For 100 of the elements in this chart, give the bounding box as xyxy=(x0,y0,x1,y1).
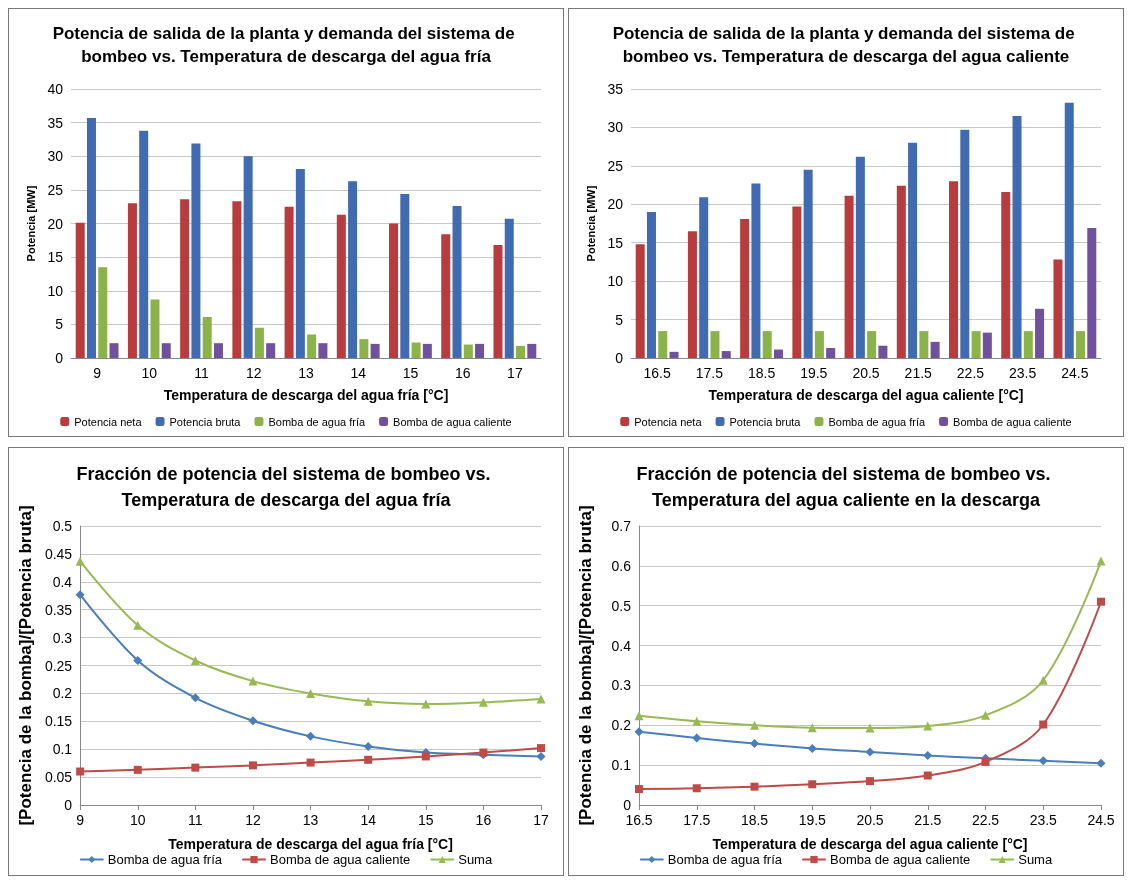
bar xyxy=(762,331,772,358)
bar xyxy=(669,351,679,358)
bar xyxy=(740,218,750,358)
y-tick-label: 5 xyxy=(55,316,64,333)
point xyxy=(634,727,644,737)
chart-title: Fracción de potencia del sistema de bombeo vs. Temperatura del agua caliente en la descarga xyxy=(636,464,1056,510)
y-tick-label: 10 xyxy=(607,273,624,290)
bar xyxy=(814,331,824,358)
y-tick-label: 15 xyxy=(47,249,64,266)
point xyxy=(981,757,990,766)
x-tick-label: 21.5 xyxy=(904,365,933,381)
bar xyxy=(516,345,526,358)
y-tick-label: 15 xyxy=(607,234,624,251)
point xyxy=(981,710,990,720)
point xyxy=(133,765,142,774)
x-tick-label: 14 xyxy=(350,365,367,381)
bar xyxy=(504,218,514,358)
bar xyxy=(139,130,149,358)
chart-title: Potencia de salida de la planta y demanda del sistema de bombeo vs. Temperatura de descarga del agua caliente xyxy=(612,24,1080,66)
point xyxy=(750,782,759,791)
bar xyxy=(878,345,888,358)
point xyxy=(1039,720,1048,729)
legend-label: Potencia bruta xyxy=(169,415,242,428)
point xyxy=(865,723,875,733)
bar xyxy=(191,143,201,358)
bar xyxy=(908,142,918,358)
x-tick-label: 14 xyxy=(360,812,377,828)
x-tick-label: 17 xyxy=(507,365,523,381)
y-axis-title: [Potencia de la bomba]/[Potencia bruta] xyxy=(16,505,35,826)
bar xyxy=(109,343,119,358)
x-tick-label: 19.5 xyxy=(798,812,827,828)
point xyxy=(866,777,874,786)
bar xyxy=(213,343,223,358)
legend-label: Bomba de agua caliente xyxy=(953,415,1072,428)
x-tick-label: 16 xyxy=(475,812,492,828)
bar xyxy=(773,349,783,358)
point xyxy=(537,744,545,753)
point xyxy=(363,696,373,706)
bar xyxy=(452,206,462,358)
point xyxy=(865,747,875,757)
y-tick-label: 35 xyxy=(47,114,64,131)
y-tick-label: 25 xyxy=(607,157,624,174)
x-tick-label: 12 xyxy=(245,365,262,381)
bar xyxy=(463,344,473,358)
bar xyxy=(1087,228,1097,358)
y-tick-label: 0.1 xyxy=(52,741,73,758)
x-tick-label: 16 xyxy=(454,365,471,381)
bar xyxy=(1023,331,1033,358)
bar xyxy=(919,331,929,358)
x-tick-label: 9 xyxy=(76,812,85,828)
point xyxy=(248,676,258,686)
y-tick-label: 20 xyxy=(47,215,64,232)
y-tick-label: 30 xyxy=(607,119,624,136)
bar xyxy=(687,231,697,358)
y-tick-label: 0.1 xyxy=(611,757,632,774)
y-tick-label: 0.25 xyxy=(44,657,73,674)
point xyxy=(478,697,488,707)
point xyxy=(421,699,431,709)
point xyxy=(536,751,546,761)
bar xyxy=(803,169,813,358)
y-tick-label: 0.5 xyxy=(52,518,73,534)
x-tick-label: 22.5 xyxy=(971,812,1000,828)
point xyxy=(248,761,257,770)
legend-label: Bomba de agua caliente xyxy=(270,852,411,867)
x-tick-label: 16.5 xyxy=(625,812,653,828)
bar xyxy=(658,331,668,358)
y-tick-label: 0 xyxy=(64,797,73,813)
x-tick-label: 16.5 xyxy=(643,365,671,381)
bar xyxy=(930,341,940,358)
bar xyxy=(161,343,171,358)
bar xyxy=(982,332,992,358)
y-tick-label: 0.15 xyxy=(44,713,73,730)
x-tick-label: 18.5 xyxy=(740,812,769,828)
point xyxy=(1096,556,1106,566)
point xyxy=(75,590,85,600)
bar xyxy=(318,343,328,358)
bar xyxy=(389,223,399,358)
y-tick-label: 0.05 xyxy=(44,769,73,786)
legend-label: Bomba de agua caliente xyxy=(830,852,971,867)
y-tick-label: 0.3 xyxy=(52,629,73,646)
x-tick-label: 23.5 xyxy=(1009,365,1037,381)
point xyxy=(1038,756,1048,766)
bar xyxy=(949,181,959,358)
bar xyxy=(792,206,802,358)
bar xyxy=(232,201,242,358)
point xyxy=(635,785,643,794)
point xyxy=(692,733,702,743)
bar xyxy=(180,199,190,358)
legend-label: Suma xyxy=(1018,852,1053,867)
x-tick-label: 23.5 xyxy=(1029,812,1058,828)
bar xyxy=(867,331,877,358)
bar xyxy=(1001,191,1011,358)
bar xyxy=(400,193,410,358)
bar xyxy=(635,244,645,358)
y-tick-label: 5 xyxy=(615,311,624,328)
bar xyxy=(243,156,253,358)
y-tick-label: 40 xyxy=(47,81,64,97)
y-tick-label: 0.35 xyxy=(44,601,73,618)
point xyxy=(1096,758,1106,768)
x-tick-label: 19.5 xyxy=(800,365,828,381)
